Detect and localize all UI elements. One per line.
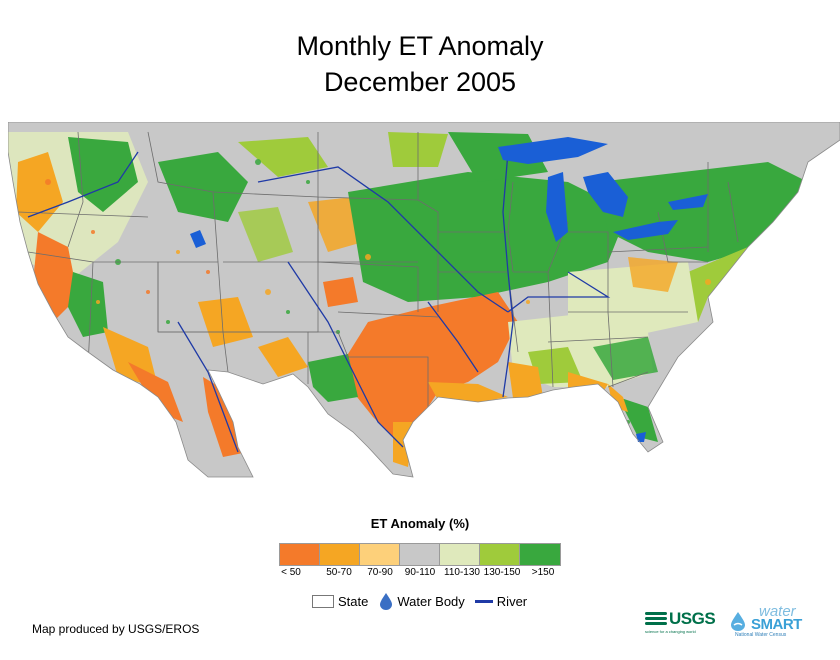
legend-label: 70-90 — [367, 567, 393, 578]
map-credit: Map produced by USGS/EROS — [32, 622, 200, 636]
legend-swatch-lt50 — [280, 544, 320, 565]
rivers — [27, 151, 611, 453]
legend-label: 110-130 — [444, 567, 480, 578]
legend-label: 130-150 — [483, 567, 521, 578]
water-drop-icon — [731, 612, 745, 631]
watersmart-tagline: National Water Census — [735, 632, 787, 638]
legend-label: >150 — [531, 567, 555, 578]
water-drop-icon — [380, 593, 393, 610]
legend-swatch-50-70 — [320, 544, 360, 565]
river-label: River — [496, 593, 528, 609]
legend-swatch-90-110 — [400, 544, 440, 565]
legend-swatch-130-150 — [480, 544, 520, 565]
watersmart-word-water: water — [759, 603, 796, 620]
map-subtitle-date: December 2005 — [323, 67, 517, 97]
state-label: State — [338, 593, 369, 609]
state-symbol — [312, 594, 334, 608]
legend-color-ramp — [279, 543, 561, 566]
feature-legend: State Water Body River — [312, 592, 527, 610]
state-boundaries — [17, 131, 739, 422]
watersmart-logo: water SMART National Water Census — [729, 603, 815, 639]
watersmart-word-smart: SMART — [751, 616, 802, 633]
water-bodies — [190, 137, 708, 442]
usgs-tagline: science for a changing world — [645, 629, 696, 634]
water-body-label: Water Body — [397, 593, 465, 609]
usgs-wave-icon — [645, 611, 667, 627]
legend-swatch-110-130 — [440, 544, 480, 565]
legend-class-labels: < 50 50-70 70-90 90-110 110-130 130-150 … — [279, 567, 566, 581]
legend-label: 90-110 — [404, 567, 436, 578]
legend-swatch-gt150 — [520, 544, 560, 565]
legend-title: ET Anomaly (%) — [370, 516, 470, 531]
usgs-logo: USGS — [645, 609, 716, 629]
legend-swatch-70-90 — [360, 544, 400, 565]
legend-label: 50-70 — [326, 567, 352, 578]
legend-label: < 50 — [281, 567, 301, 578]
conus-et-anomaly-map — [8, 122, 840, 482]
usgs-logo-text: USGS — [669, 609, 716, 628]
map-title: Monthly ET Anomaly — [296, 31, 544, 61]
river-line-symbol — [474, 599, 493, 603]
agency-logos: USGS science for a changing world water … — [645, 603, 815, 639]
